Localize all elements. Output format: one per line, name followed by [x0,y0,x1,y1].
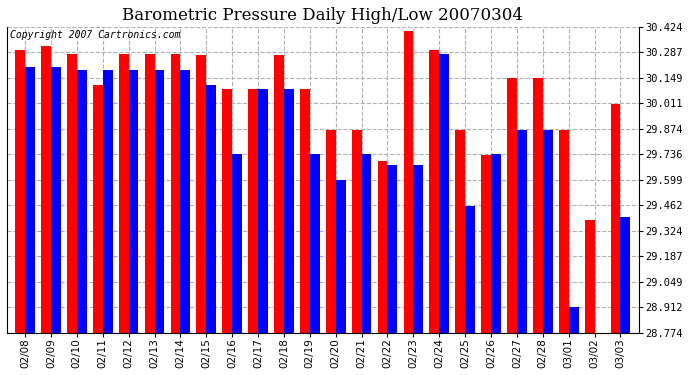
Bar [404,32,413,333]
Bar [620,217,631,333]
Title: Barometric Pressure Daily High/Low 20070304: Barometric Pressure Daily High/Low 20070… [122,7,523,24]
Bar [248,89,258,333]
Bar [180,70,190,333]
Bar [300,89,310,333]
Bar [543,129,553,333]
Bar [119,54,128,333]
Bar [352,129,362,333]
Bar [455,129,465,333]
Bar [465,206,475,333]
Bar [517,129,526,333]
Bar [440,54,449,333]
Bar [77,70,87,333]
Bar [103,70,112,333]
Bar [284,89,294,333]
Bar [413,165,423,333]
Bar [491,154,501,333]
Bar [155,70,164,333]
Bar [274,56,284,333]
Bar [429,50,440,333]
Bar [41,46,51,333]
Bar [145,54,155,333]
Bar [377,161,388,333]
Bar [310,154,319,333]
Bar [559,129,569,333]
Bar [15,50,25,333]
Bar [533,78,543,333]
Bar [197,56,206,333]
Bar [170,54,180,333]
Bar [611,104,620,333]
Bar [569,308,578,333]
Text: Copyright 2007 Cartronics.com: Copyright 2007 Cartronics.com [10,30,181,40]
Bar [584,220,595,333]
Bar [93,85,103,333]
Bar [67,54,77,333]
Bar [222,89,232,333]
Bar [388,165,397,333]
Bar [25,66,35,333]
Bar [51,66,61,333]
Bar [326,129,336,333]
Bar [507,78,517,333]
Bar [232,154,242,333]
Bar [336,180,346,333]
Bar [206,85,216,333]
Bar [481,156,491,333]
Bar [128,70,139,333]
Bar [362,154,371,333]
Bar [258,89,268,333]
